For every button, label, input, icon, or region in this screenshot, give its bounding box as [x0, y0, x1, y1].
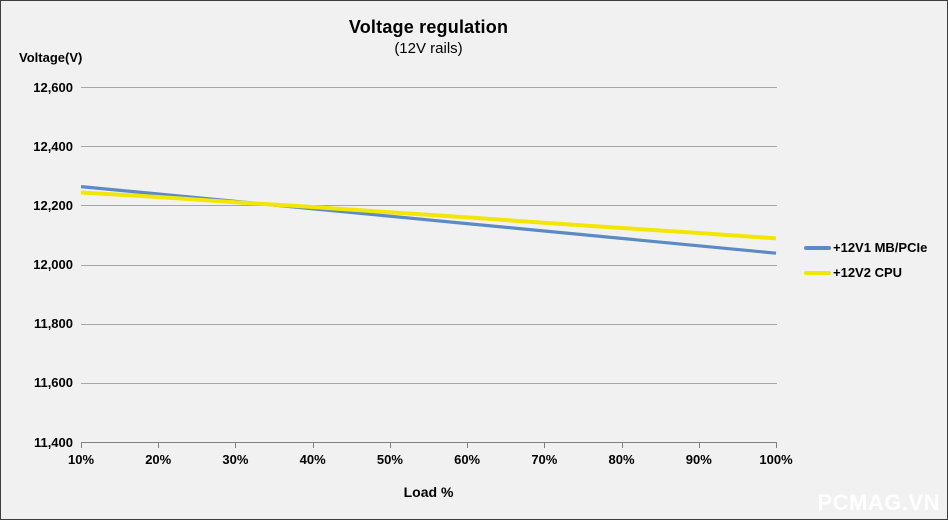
- x-tick-label: 20%: [145, 451, 172, 467]
- y-tick-label: 11,800: [33, 316, 73, 332]
- x-tick-label: 50%: [376, 451, 403, 467]
- x-axis-tick: [467, 442, 469, 448]
- legend-line-marker: [804, 245, 831, 250]
- gridline: [81, 205, 777, 207]
- y-tick-label: 12,000: [33, 257, 73, 272]
- y-tick-label: 12,200: [33, 197, 73, 213]
- x-tick-label: 40%: [299, 451, 326, 467]
- legend-label: +12V2 CPU: [833, 265, 903, 280]
- series-line: [80, 190, 777, 241]
- legend-item: +12V1 MB/PCIe: [804, 235, 927, 260]
- x-axis-line: [81, 442, 777, 443]
- x-tick-label: 90%: [685, 451, 712, 467]
- x-axis-tick: [698, 442, 700, 448]
- gridline: [81, 323, 777, 325]
- legend-item: +12V2 CPU: [804, 260, 927, 285]
- x-axis-tick: [81, 442, 82, 448]
- x-axis-tick: [312, 442, 314, 448]
- legend-line-marker: [804, 270, 831, 275]
- y-tick-label: 11,600: [33, 375, 73, 391]
- legend-label: +12V1 MB/PCIe: [833, 240, 928, 255]
- x-tick-label: 10%: [67, 451, 95, 467]
- x-tick-label: 60%: [454, 451, 481, 467]
- x-axis-tick: [235, 442, 237, 448]
- x-axis-title: Load %: [403, 484, 454, 500]
- x-tick-label: 80%: [608, 451, 635, 467]
- x-axis-tick: [389, 442, 391, 448]
- y-tick-label: 11,400: [33, 434, 73, 450]
- x-axis-tick: [776, 442, 777, 448]
- x-axis-tick: [621, 442, 623, 448]
- x-axis-tick: [544, 442, 546, 448]
- y-axis-title: Voltage(V): [19, 50, 83, 65]
- watermark: PCMAG.VN: [817, 490, 940, 515]
- y-tick-label: 12,400: [33, 138, 73, 154]
- series-line: [80, 185, 777, 255]
- chart-subtitle: (12V rails): [394, 40, 463, 57]
- x-tick-label: 100%: [759, 451, 793, 467]
- chart-title: Voltage regulation: [348, 17, 509, 37]
- y-tick-label: 12,600: [33, 79, 73, 95]
- x-axis-tick: [158, 442, 160, 448]
- gridline: [81, 382, 777, 384]
- gridline: [81, 264, 777, 266]
- gridline: [81, 87, 777, 88]
- gridline: [81, 146, 777, 148]
- x-tick-label: 30%: [222, 451, 249, 467]
- x-tick-label: 70%: [531, 451, 558, 467]
- legend: +12V1 MB/PCIe +12V2 CPU: [804, 235, 927, 285]
